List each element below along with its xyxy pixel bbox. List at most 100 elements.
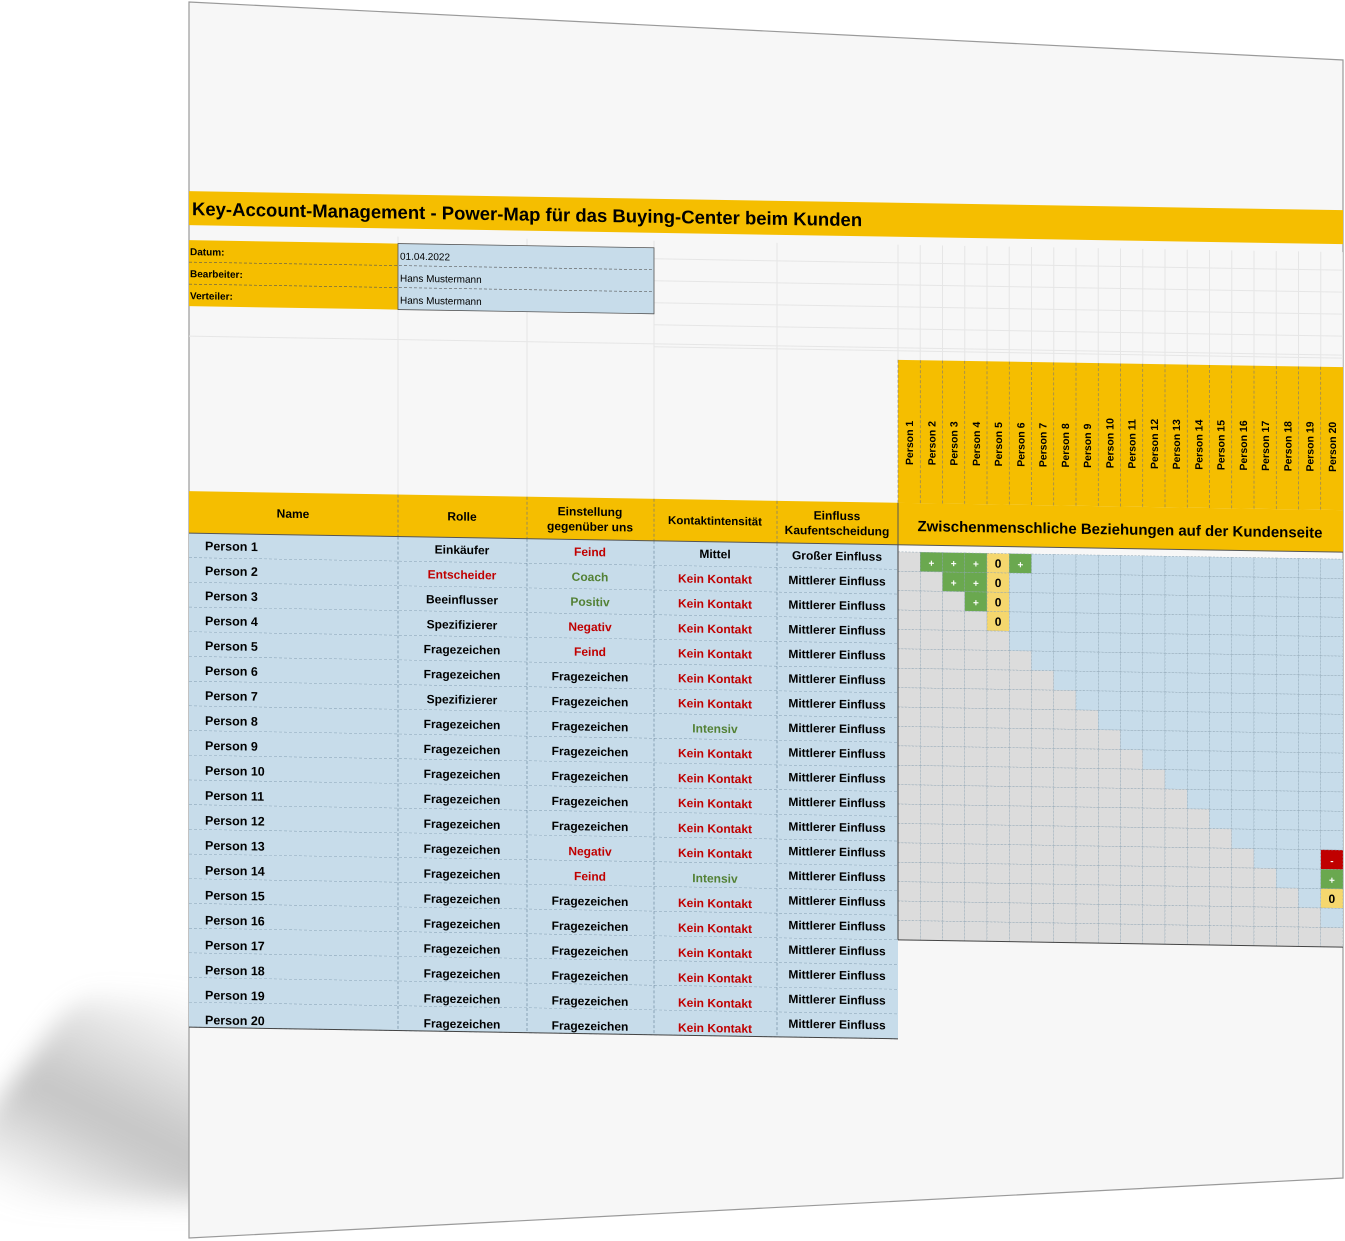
matrix-cell[interactable] xyxy=(1009,669,1032,691)
matrix-cell[interactable] xyxy=(1098,574,1121,595)
matrix-cell[interactable] xyxy=(1075,884,1099,905)
matrix-cell[interactable] xyxy=(1253,615,1277,636)
matrix-cell[interactable] xyxy=(1053,592,1077,614)
matrix-cell[interactable] xyxy=(964,901,988,923)
matrix-cell[interactable] xyxy=(1231,712,1255,733)
cell-einfluss[interactable]: Mittlerer Einfluss xyxy=(788,770,886,786)
matrix-cell[interactable] xyxy=(897,706,921,728)
matrix-cell[interactable] xyxy=(1031,592,1054,613)
matrix-cell[interactable] xyxy=(897,823,921,844)
cell-kontakt[interactable]: Intensiv xyxy=(692,721,738,736)
matrix-cell[interactable] xyxy=(1009,824,1032,846)
matrix-cell[interactable] xyxy=(1164,672,1188,693)
cell-einstellung[interactable]: Negativ xyxy=(568,620,612,635)
matrix-cell[interactable] xyxy=(964,688,988,709)
matrix-cell[interactable] xyxy=(1276,848,1299,870)
matrix-cell[interactable] xyxy=(1120,594,1143,615)
matrix-cell[interactable] xyxy=(1075,903,1099,924)
cell-kontakt[interactable]: Kein Kontakt xyxy=(678,646,752,661)
matrix-cell[interactable] xyxy=(942,901,965,922)
matrix-cell[interactable] xyxy=(942,843,965,864)
matrix-cell[interactable] xyxy=(1298,810,1321,831)
matrix-cell[interactable] xyxy=(1142,924,1166,945)
cell-rolle[interactable]: Entscheider xyxy=(428,567,497,582)
matrix-cell[interactable] xyxy=(1142,652,1166,673)
matrix-cell[interactable] xyxy=(897,667,921,689)
matrix-cell[interactable] xyxy=(1009,630,1032,652)
matrix-cell[interactable] xyxy=(1298,907,1321,928)
cell-rolle[interactable]: Fragezeichen xyxy=(424,942,501,957)
matrix-cell[interactable] xyxy=(1009,883,1032,904)
cell-einstellung[interactable]: Fragezeichen xyxy=(552,1019,629,1034)
matrix-cell[interactable] xyxy=(1031,708,1054,730)
matrix-cell[interactable] xyxy=(1253,654,1277,675)
cell-einstellung[interactable]: Feind xyxy=(574,869,606,884)
matrix-cell[interactable] xyxy=(942,785,965,806)
matrix-cell[interactable] xyxy=(1231,828,1255,849)
matrix-cell[interactable] xyxy=(1253,596,1277,617)
matrix-cell[interactable] xyxy=(1031,573,1054,594)
matrix-cell[interactable] xyxy=(1298,558,1321,579)
matrix-cell[interactable] xyxy=(1098,904,1121,925)
matrix-cell[interactable] xyxy=(1031,844,1054,866)
matrix-cell[interactable] xyxy=(920,784,943,806)
cell-einfluss[interactable]: Mittlerer Einfluss xyxy=(788,573,886,589)
matrix-cell[interactable] xyxy=(1009,611,1032,632)
matrix-cell[interactable] xyxy=(942,707,965,728)
matrix-cell[interactable] xyxy=(920,648,943,670)
matrix-cell[interactable] xyxy=(1231,692,1255,714)
matrix-cell[interactable] xyxy=(1164,808,1188,829)
matrix-cell[interactable] xyxy=(942,649,965,670)
matrix-cell[interactable] xyxy=(897,784,921,805)
matrix-cell[interactable] xyxy=(897,920,921,941)
matrix-cell[interactable] xyxy=(1031,553,1054,575)
cell-einstellung[interactable]: Fragezeichen xyxy=(552,719,629,734)
cell-einfluss[interactable]: Mittlerer Einfluss xyxy=(788,721,886,737)
matrix-cell[interactable] xyxy=(964,882,988,903)
matrix-cell[interactable] xyxy=(1009,921,1032,943)
matrix-cell[interactable] xyxy=(1276,596,1299,617)
cell-einstellung[interactable]: Fragezeichen xyxy=(552,744,629,759)
cell-einfluss[interactable]: Mittlerer Einfluss xyxy=(788,943,886,959)
matrix-cell[interactable] xyxy=(1253,790,1277,811)
matrix-cell[interactable] xyxy=(1187,730,1210,752)
matrix-cell[interactable] xyxy=(1276,635,1299,656)
matrix-cell[interactable] xyxy=(1053,670,1077,691)
matrix-cell[interactable] xyxy=(1009,844,1032,865)
matrix-cell[interactable] xyxy=(1276,732,1299,753)
cell-einfluss[interactable]: Mittlerer Einfluss xyxy=(788,696,886,712)
matrix-cell[interactable] xyxy=(1209,867,1232,888)
cell-einfluss[interactable]: Mittlerer Einfluss xyxy=(788,622,886,638)
matrix-cell[interactable] xyxy=(920,920,943,941)
matrix-cell[interactable] xyxy=(1320,655,1343,676)
matrix-cell[interactable] xyxy=(1231,906,1255,927)
matrix-cell[interactable] xyxy=(1298,771,1321,792)
cell-kontakt[interactable]: Kein Kontakt xyxy=(678,621,752,636)
matrix-cell[interactable] xyxy=(920,590,943,612)
matrix-cell[interactable] xyxy=(1120,788,1143,809)
cell-rolle[interactable]: Fragezeichen xyxy=(424,1016,501,1031)
matrix-cell[interactable] xyxy=(1031,883,1054,904)
matrix-cell[interactable] xyxy=(1031,825,1054,846)
matrix-cell[interactable]: + xyxy=(964,552,988,573)
matrix-cell[interactable] xyxy=(1276,674,1299,695)
matrix-cell[interactable] xyxy=(1098,632,1121,653)
matrix-cell[interactable] xyxy=(1187,672,1210,694)
matrix-cell[interactable] xyxy=(897,803,921,825)
matrix-cell[interactable] xyxy=(1053,651,1077,672)
bearbeiter-value[interactable]: Hans Mustermann xyxy=(400,274,482,286)
matrix-cell[interactable] xyxy=(897,764,921,786)
matrix-cell[interactable] xyxy=(986,708,1010,729)
matrix-cell[interactable] xyxy=(986,766,1010,787)
matrix-cell[interactable] xyxy=(1209,614,1232,636)
cell-kontakt[interactable]: Kein Kontakt xyxy=(678,896,752,911)
matrix-cell[interactable] xyxy=(1164,827,1188,848)
matrix-cell[interactable] xyxy=(1053,573,1077,594)
matrix-cell[interactable] xyxy=(1053,631,1077,653)
matrix-cell[interactable] xyxy=(920,842,943,864)
matrix-cell[interactable] xyxy=(942,726,965,748)
cell-rolle[interactable]: Fragezeichen xyxy=(424,867,501,882)
matrix-cell[interactable] xyxy=(1164,575,1188,596)
matrix-cell[interactable] xyxy=(897,687,921,708)
matrix-cell[interactable] xyxy=(1164,730,1188,751)
